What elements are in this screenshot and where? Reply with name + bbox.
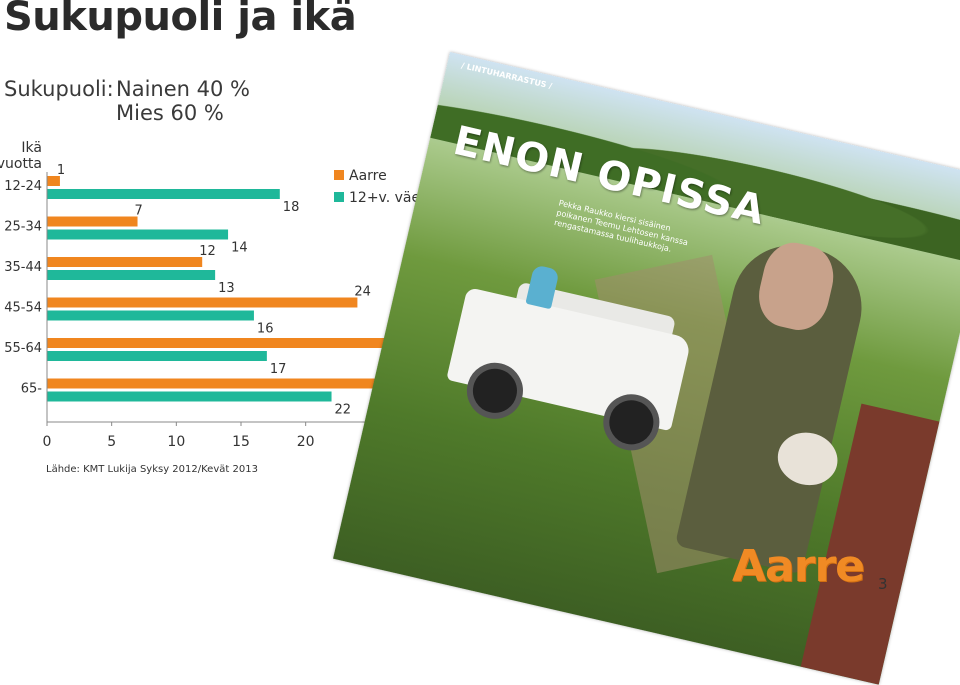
category-label: 35-44 (4, 260, 42, 275)
data-label: 12 (199, 244, 216, 259)
data-label: 22 (335, 403, 352, 418)
bar-population (47, 229, 229, 240)
x-tick-label: 20 (297, 434, 315, 450)
category-label: 12-24 (4, 179, 42, 194)
bar-aarre (47, 257, 203, 267)
category-label: 25-34 (4, 220, 42, 235)
bars-group: 12-2411825-3471435-44121345-54241655-643… (4, 163, 448, 418)
category-label: 65- (21, 382, 43, 397)
bar-population (47, 310, 254, 321)
bar-population (47, 351, 267, 361)
bar-population (47, 391, 332, 402)
x-tick-label: 15 (232, 434, 250, 450)
bar-aarre (47, 216, 138, 227)
source-note: Lähde: KMT Lukija Syksy 2012/Kevät 2013 (46, 464, 258, 475)
legend-swatch (334, 170, 344, 180)
data-label: 1 (57, 163, 65, 178)
data-label: 18 (283, 200, 300, 215)
category-label: 55-64 (4, 341, 42, 356)
data-label: 13 (218, 281, 235, 296)
legend-swatch (334, 192, 344, 202)
aarre-logo: Aarre (732, 541, 865, 592)
data-label: 16 (257, 322, 274, 337)
bar-aarre (47, 378, 384, 389)
data-label: 14 (231, 241, 248, 256)
data-label: 24 (354, 285, 371, 300)
gender-label: Sukupuoli: (4, 77, 114, 101)
bar-population (47, 270, 216, 280)
data-label: 7 (135, 204, 143, 219)
gender-female: Nainen 40 % (116, 77, 250, 101)
bar-aarre (47, 297, 358, 308)
legend-label: Aarre (349, 168, 387, 184)
page-title: Sukupuoli ja ikä (4, 0, 357, 40)
category-axis-title-line: vuotta (0, 156, 42, 172)
x-tick-label: 10 (167, 434, 185, 450)
bar-population (47, 189, 280, 199)
category-axis-title-line: Ikä (21, 140, 42, 156)
bar-aarre (47, 176, 60, 186)
data-label: 17 (270, 362, 287, 377)
page-number: 3 (878, 575, 888, 593)
x-tick-label: 0 (43, 434, 52, 450)
magazine-photo: / LINTUHARRASTUS / ENON OPISSA Pekka Rau… (333, 52, 960, 685)
category-label: 45-54 (4, 301, 42, 316)
bar-aarre (47, 338, 435, 348)
gender-male: Mies 60 % (116, 101, 224, 125)
x-tick-label: 5 (107, 434, 116, 450)
